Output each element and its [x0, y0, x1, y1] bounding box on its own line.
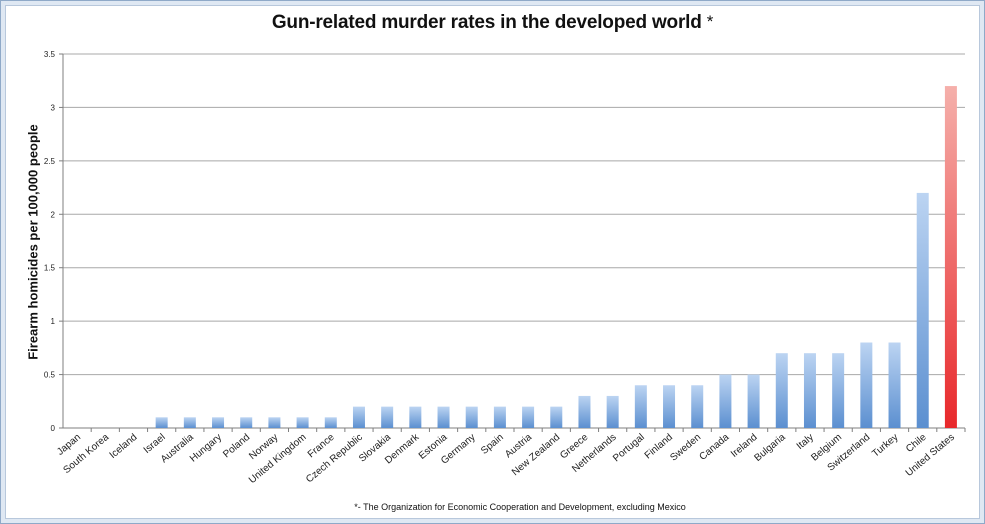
- x-tick-label: Iceland: [108, 432, 140, 461]
- bars: [155, 86, 957, 429]
- bar-norway: [268, 417, 281, 428]
- bar-hungary: [212, 417, 225, 428]
- bar-united-states: [944, 86, 957, 429]
- bar-greece: [578, 395, 591, 428]
- bar-chile: [916, 192, 929, 428]
- footnote: *- The Organization for Economic Coopera…: [354, 502, 686, 512]
- bar-belgium: [832, 353, 845, 428]
- gridlines: [59, 53, 966, 432]
- bar-canada: [719, 374, 732, 428]
- bar-israel: [155, 417, 168, 428]
- y-tick-label: 3.5: [44, 50, 56, 59]
- bar-united-kingdom: [296, 417, 309, 428]
- y-tick-label: 2: [51, 210, 56, 219]
- bar-turkey: [888, 342, 901, 428]
- bar-finland: [663, 385, 676, 428]
- x-tick-label: Bulgaria: [753, 432, 789, 464]
- x-tick-label: Turkey: [870, 432, 900, 460]
- x-tick-label: Sweden: [668, 432, 703, 464]
- y-tick-label: 3: [51, 103, 56, 112]
- bar-france: [324, 417, 337, 428]
- bar-portugal: [634, 385, 647, 428]
- x-tick-label: Portugal: [611, 432, 647, 464]
- bar-new-zealand: [550, 406, 563, 428]
- bar-slovakia: [381, 406, 394, 428]
- bar-italy: [803, 353, 816, 428]
- y-tick-labels: 0 0.5 1 1.5 2 2.5 3 3.5: [44, 50, 56, 433]
- chart-title-text: Gun-related murder rates in the develope…: [271, 12, 702, 33]
- bar-switzerland: [860, 342, 873, 428]
- bar-australia: [183, 417, 196, 428]
- y-tick-label: 0: [51, 424, 56, 433]
- chart-panel: [5, 5, 980, 519]
- bar-sweden: [691, 385, 704, 428]
- x-tick-label: Spain: [479, 432, 506, 457]
- x-tick-label: Poland: [221, 432, 252, 460]
- bar-bulgaria: [775, 353, 788, 428]
- bar-netherlands: [606, 395, 619, 428]
- y-tick-label: 2.5: [44, 157, 56, 166]
- y-tick-label: 1.5: [44, 264, 56, 273]
- y-tick-label: 0.5: [44, 371, 56, 380]
- bar-estonia: [437, 406, 450, 428]
- chart-title-asterisk: *: [706, 12, 714, 31]
- x-tick-label: Canada: [697, 432, 731, 463]
- bar-austria: [522, 406, 535, 428]
- chart-title: Gun-related murder rates in the develope…: [0, 12, 985, 34]
- x-tick-label: Italy: [795, 432, 816, 452]
- bar-germany: [465, 406, 478, 428]
- bar-poland: [240, 417, 253, 428]
- bar-spain: [493, 406, 506, 428]
- x-tick-label: Hungary: [188, 432, 224, 465]
- bar-denmark: [409, 406, 422, 428]
- bar-czech-republic: [352, 406, 365, 428]
- bar-ireland: [747, 374, 760, 428]
- y-tick-label: 1: [51, 317, 56, 326]
